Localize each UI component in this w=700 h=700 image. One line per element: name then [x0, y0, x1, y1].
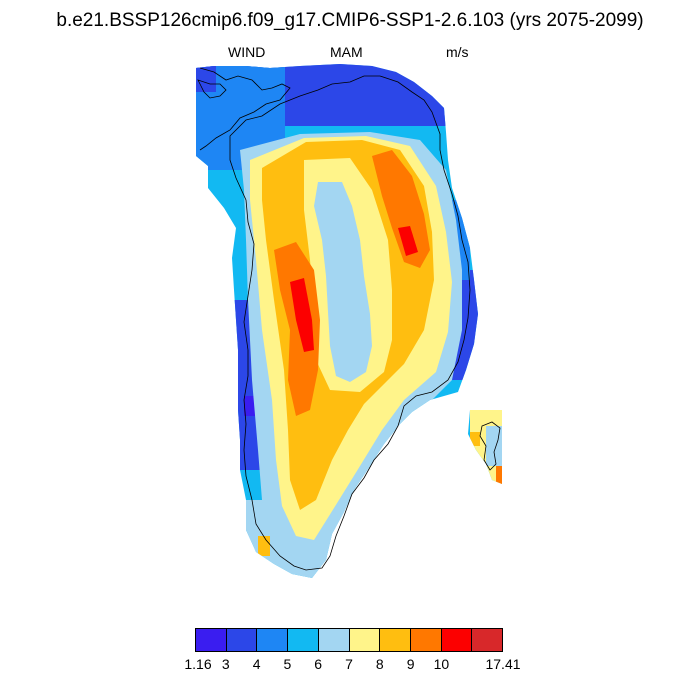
legend-label-9: 17.41 — [485, 656, 521, 672]
legend-swatch-1 — [226, 629, 258, 651]
legend-swatch-8 — [441, 629, 473, 651]
island-band-6-7 — [486, 426, 502, 466]
band-3-4-nw-corner — [196, 64, 216, 92]
color-legend-bar — [195, 628, 503, 652]
legend-swatch-5 — [349, 629, 381, 651]
legend-label-5: 7 — [345, 656, 353, 672]
band-9-10-west — [274, 242, 320, 416]
island-band-9-10 — [496, 466, 502, 484]
season-label: MAM — [330, 44, 363, 60]
coastline-east-island — [479, 421, 501, 471]
coastline-islet — [197, 79, 227, 99]
coastline-main — [229, 75, 471, 571]
variable-label: WIND — [228, 44, 266, 60]
legend-swatch-9 — [472, 629, 503, 651]
legend-swatch-2 — [257, 629, 289, 651]
legend-swatch-6 — [380, 629, 411, 651]
legend-label-1: 3 — [221, 656, 230, 672]
map-title: b.e21.BSSP126cmip6.f09_g17.CMIP6-SSP1-2.… — [56, 10, 644, 31]
legend-label-2: 4 — [252, 656, 261, 672]
band-10-plus-east — [398, 226, 418, 256]
legend-swatch-3 — [288, 629, 319, 651]
legend-label-6: 8 — [375, 656, 384, 672]
band-10-plus-west — [290, 278, 314, 352]
legend-label-7: 9 — [406, 656, 415, 672]
legend-label-4: 6 — [314, 656, 323, 672]
legend-swatch-4 — [318, 629, 350, 651]
legend-swatch-0 — [196, 629, 227, 651]
band-8-9-south-patch — [258, 536, 270, 556]
band-9-10-east — [372, 150, 430, 268]
legend-swatch-7 — [410, 629, 442, 651]
legend-label-3: 5 — [283, 656, 292, 672]
island-band-8-9 — [470, 432, 480, 446]
coastline-northwest — [199, 67, 291, 151]
coastline — [197, 67, 501, 571]
legend-label-0: 1.16 — [184, 656, 212, 672]
legend-label-8: 10 — [433, 656, 450, 672]
units-label: m/s — [446, 44, 469, 60]
